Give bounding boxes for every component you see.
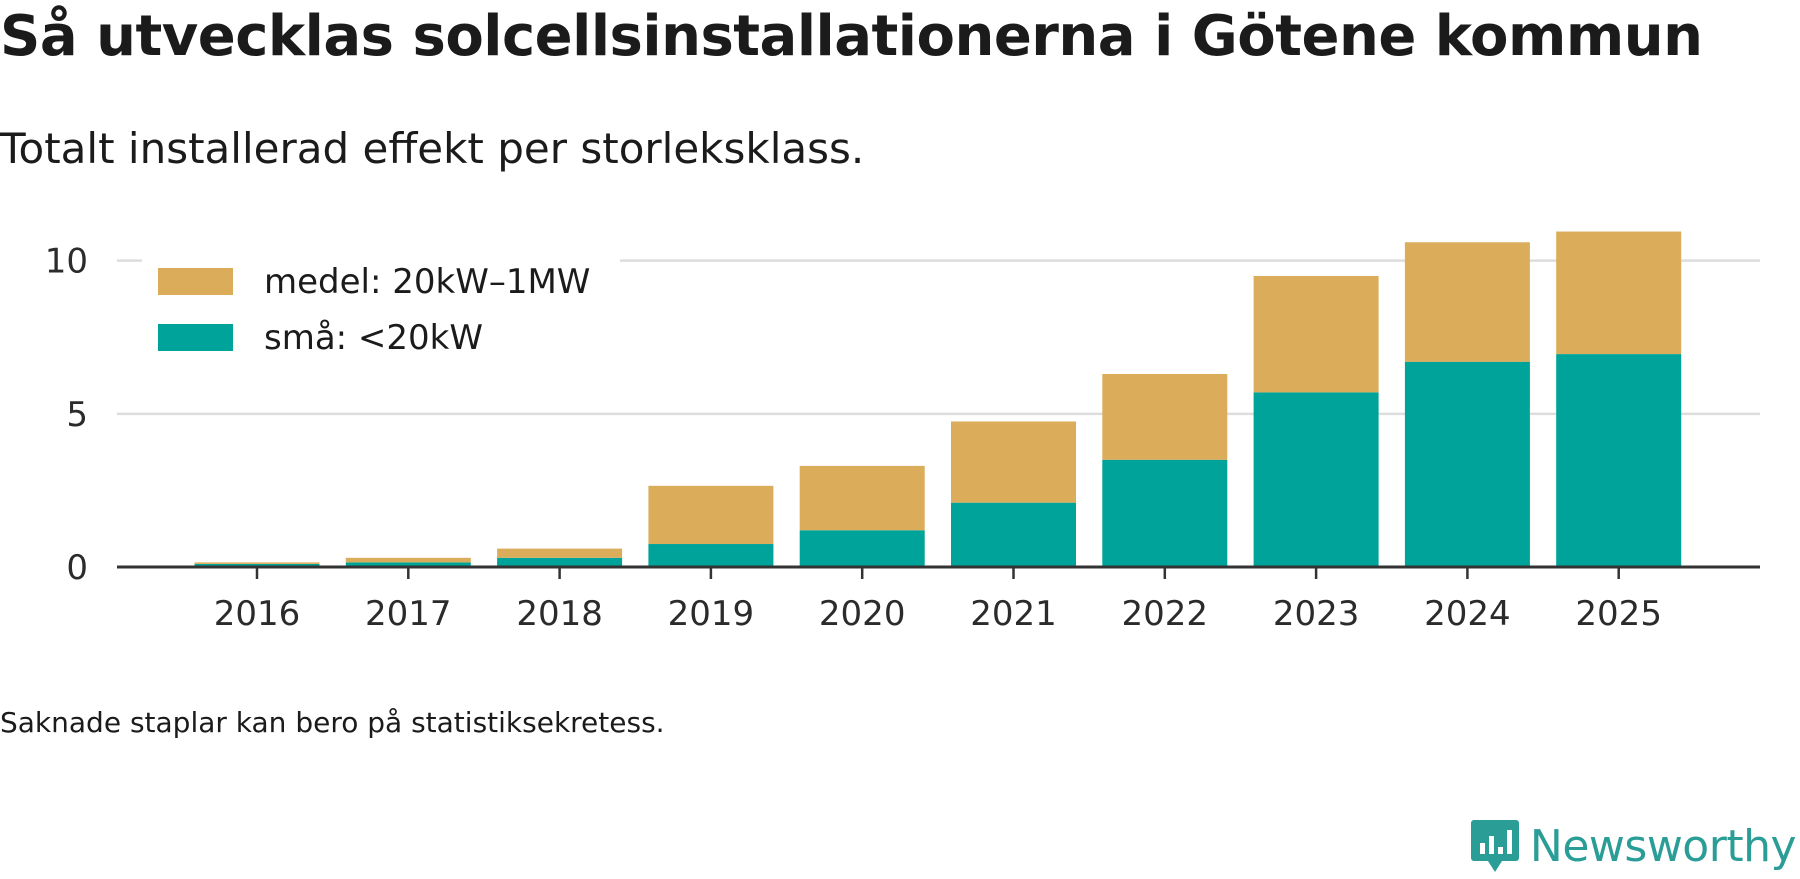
bar-sma [497,557,623,567]
bar-sma [194,563,320,567]
bar-medel [194,562,320,564]
footnote: Saknade staplar kan bero på statistiksek… [0,706,665,739]
bar-medel [648,485,774,545]
chart-subtitle: Totalt installerad effekt per storlekskl… [0,124,865,173]
x-tick-label: 2017 [365,594,452,634]
brand-logo[interactable]: Newsworthy [1470,818,1797,874]
x-tick-label: 2025 [1575,594,1662,634]
newsworthy-logo-icon [1470,820,1519,872]
bar-sma [1253,392,1379,567]
x-tick-label: 2016 [214,594,301,634]
legend-label-sma: små: <20kW [264,318,483,358]
bar-sma [1556,354,1682,567]
legend-swatch-medel [158,268,233,295]
x-tick-label: 2020 [819,594,906,634]
y-tick-label: 10 [45,242,88,282]
legend-label-medel: medel: 20kW–1MW [264,262,590,302]
x-tick-label: 2021 [970,594,1057,634]
bar-medel [1556,231,1682,355]
y-tick-label: 0 [66,548,88,588]
x-tick-label: 2023 [1273,594,1360,634]
bar-sma [1102,459,1228,567]
bar-medel [1404,242,1530,362]
x-tick-label: 2019 [668,594,755,634]
bar-sma [1404,361,1530,567]
y-tick-label: 5 [66,395,88,435]
x-tick-label: 2024 [1424,594,1511,634]
bar-sma [345,562,471,567]
bar-medel [1253,275,1379,393]
bar-medel [951,421,1076,503]
bar-sma [951,502,1076,567]
bar-medel [345,557,471,563]
brand-name: Newsworthy [1529,820,1797,872]
bar-sma [799,530,925,567]
bar-sma [648,544,774,567]
chart-title: Så utvecklas solcellsinstallationerna i … [0,4,1703,69]
x-tick-label: 2018 [516,594,603,634]
bar-medel [1102,373,1228,460]
legend-swatch-sma [158,324,233,351]
bar-medel [497,548,623,558]
bar-medel [799,465,925,531]
x-tick-label: 2022 [1122,594,1209,634]
